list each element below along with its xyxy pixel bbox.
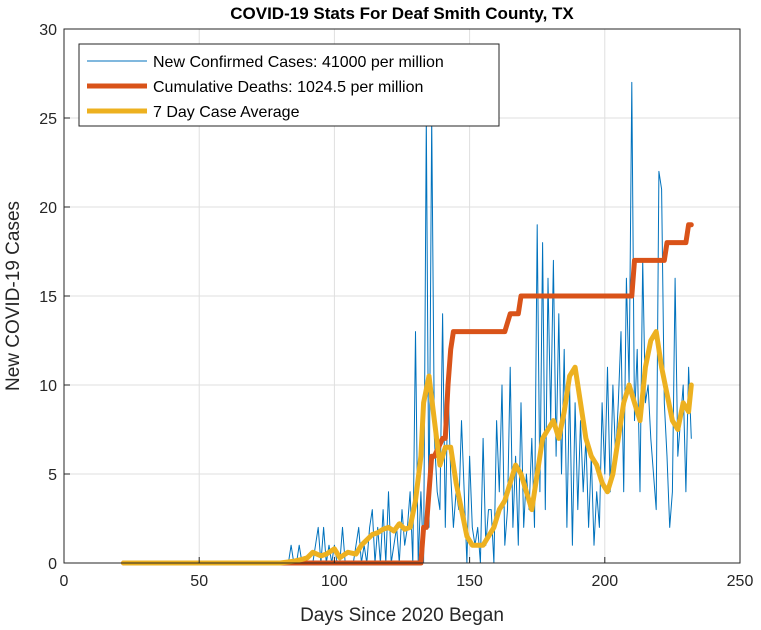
y-tick-label: 20 xyxy=(39,200,57,217)
x-tick-label: 100 xyxy=(321,573,348,590)
x-axis-label: Days Since 2020 Began xyxy=(300,605,504,626)
y-tick-label: 30 xyxy=(39,22,57,39)
x-tick-label: 200 xyxy=(591,573,618,590)
series-7-day-average xyxy=(121,329,694,566)
y-tick-label: 10 xyxy=(39,378,57,395)
x-tick-label: 0 xyxy=(60,573,69,590)
legend: New Confirmed Cases: 41000 per million C… xyxy=(78,43,500,127)
legend-label-deaths: Cumulative Deaths: 1024.5 per million xyxy=(153,79,423,96)
x-tick-label: 50 xyxy=(190,573,208,590)
y-tick-label: 25 xyxy=(39,111,57,128)
tick-layer: 0 50 100 150 200 250 0 5 10 15 20 25 30 xyxy=(39,22,753,590)
x-tick-label: 150 xyxy=(456,573,483,590)
legend-label-average: 7 Day Case Average xyxy=(153,104,300,121)
chart-title: COVID-19 Stats For Deaf Smith County, TX xyxy=(230,4,574,23)
y-axis-label: New COVID-19 Cases xyxy=(3,201,24,391)
y-tick-label: 5 xyxy=(48,467,57,484)
y-tick-label: 0 xyxy=(48,556,57,573)
y-tick-label: 15 xyxy=(39,289,57,306)
legend-box xyxy=(78,43,500,127)
x-tick-label: 250 xyxy=(727,573,754,590)
legend-label-cases: New Confirmed Cases: 41000 per million xyxy=(153,54,444,71)
